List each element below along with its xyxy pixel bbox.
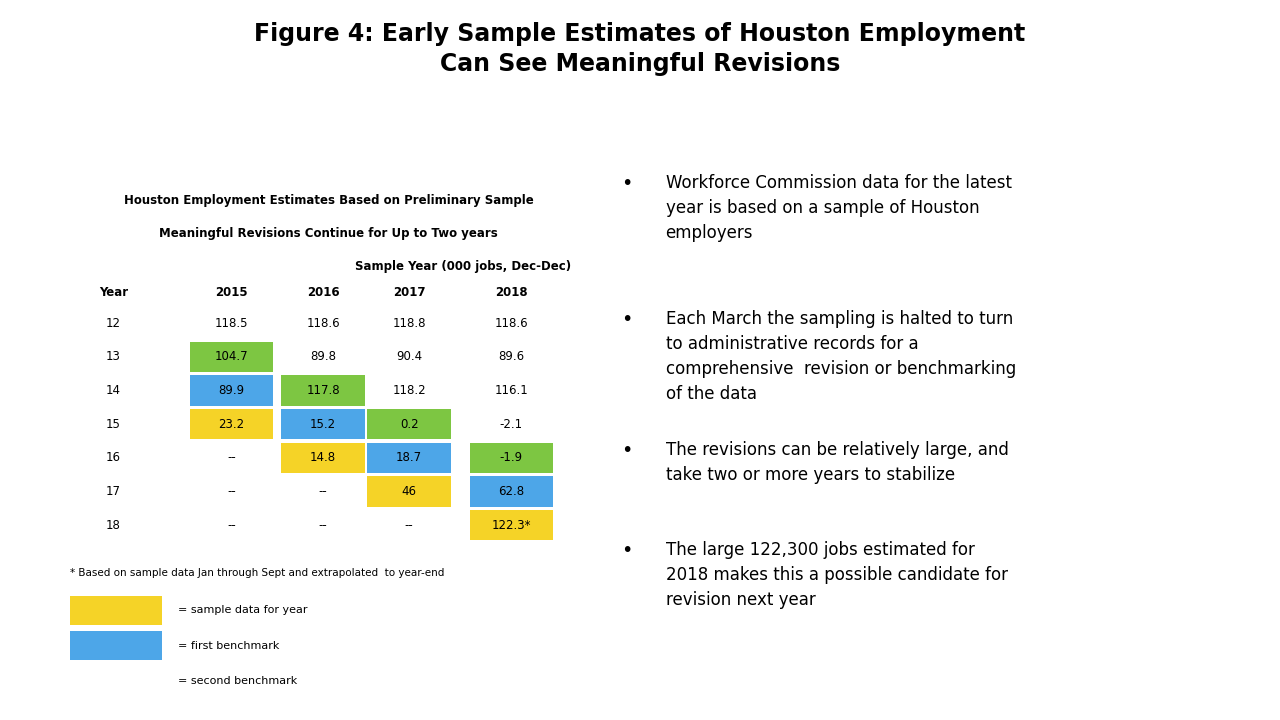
- FancyBboxPatch shape: [189, 375, 274, 405]
- Text: Figure 4: Early Sample Estimates of Houston Employment
Can See Meaningful Revisi: Figure 4: Early Sample Estimates of Hous…: [255, 22, 1025, 76]
- Text: 104.7: 104.7: [215, 351, 248, 364]
- Text: 122.3*: 122.3*: [492, 519, 531, 532]
- Text: 17: 17: [106, 485, 120, 498]
- Text: 15.2: 15.2: [310, 418, 337, 431]
- Text: Workforce Commission data for the latest
year is based on a sample of Houston
em: Workforce Commission data for the latest…: [666, 174, 1011, 241]
- FancyBboxPatch shape: [367, 409, 451, 439]
- Text: 14.8: 14.8: [310, 451, 337, 464]
- Text: 118.6: 118.6: [494, 317, 529, 330]
- Text: •: •: [621, 541, 632, 560]
- FancyBboxPatch shape: [70, 596, 161, 625]
- Text: --: --: [228, 485, 236, 498]
- Text: 46: 46: [402, 485, 416, 498]
- FancyBboxPatch shape: [470, 510, 553, 541]
- Text: 118.6: 118.6: [306, 317, 340, 330]
- FancyBboxPatch shape: [282, 443, 365, 473]
- Text: The revisions can be relatively large, and
take two or more years to stabilize: The revisions can be relatively large, a…: [666, 441, 1009, 484]
- Text: 16: 16: [106, 451, 120, 464]
- Text: 89.6: 89.6: [498, 351, 525, 364]
- Text: --: --: [319, 485, 328, 498]
- Text: = second benchmark: = second benchmark: [178, 675, 297, 685]
- Text: 12: 12: [106, 317, 120, 330]
- Text: 2015: 2015: [215, 286, 248, 300]
- Text: 90.4: 90.4: [396, 351, 422, 364]
- Text: •: •: [621, 174, 632, 192]
- Text: 23.2: 23.2: [219, 418, 244, 431]
- Text: * Based on sample data Jan through Sept and extrapolated  to year-end: * Based on sample data Jan through Sept …: [70, 568, 444, 578]
- Text: 116.1: 116.1: [494, 384, 529, 397]
- Text: --: --: [404, 519, 413, 532]
- Text: -2.1: -2.1: [499, 418, 522, 431]
- Text: 117.8: 117.8: [306, 384, 340, 397]
- FancyBboxPatch shape: [470, 477, 553, 507]
- Text: 118.8: 118.8: [393, 317, 426, 330]
- FancyBboxPatch shape: [70, 666, 161, 696]
- Text: 2018: 2018: [495, 286, 527, 300]
- Text: Each March the sampling is halted to turn
to administrative records for a
compre: Each March the sampling is halted to tur…: [666, 310, 1016, 402]
- Text: 14: 14: [106, 384, 120, 397]
- FancyBboxPatch shape: [189, 341, 274, 372]
- FancyBboxPatch shape: [282, 409, 365, 439]
- Text: Year: Year: [99, 286, 128, 300]
- Text: The large 122,300 jobs estimated for
2018 makes this a possible candidate for
re: The large 122,300 jobs estimated for 201…: [666, 541, 1007, 609]
- FancyBboxPatch shape: [282, 375, 365, 405]
- Text: --: --: [319, 519, 328, 532]
- Text: Sample Year (000 jobs, Dec-Dec): Sample Year (000 jobs, Dec-Dec): [355, 260, 571, 273]
- Text: 18.7: 18.7: [396, 451, 422, 464]
- Text: Meaningful Revisions Continue for Up to Two years: Meaningful Revisions Continue for Up to …: [159, 227, 498, 240]
- Text: --: --: [228, 451, 236, 464]
- FancyBboxPatch shape: [189, 409, 274, 439]
- FancyBboxPatch shape: [367, 477, 451, 507]
- Text: = first benchmark: = first benchmark: [178, 641, 279, 651]
- Text: = sample data for year: = sample data for year: [178, 606, 307, 616]
- Text: --: --: [228, 519, 236, 532]
- Text: 118.2: 118.2: [392, 384, 426, 397]
- Text: •: •: [621, 310, 632, 328]
- Text: 0.2: 0.2: [399, 418, 419, 431]
- Text: -1.9: -1.9: [499, 451, 522, 464]
- Text: 2017: 2017: [393, 286, 425, 300]
- Text: 15: 15: [106, 418, 120, 431]
- Text: 62.8: 62.8: [498, 485, 525, 498]
- Text: 18: 18: [106, 519, 120, 532]
- Text: 2016: 2016: [307, 286, 339, 300]
- Text: 89.9: 89.9: [219, 384, 244, 397]
- Text: 13: 13: [106, 351, 120, 364]
- Text: •: •: [621, 441, 632, 459]
- FancyBboxPatch shape: [70, 631, 161, 660]
- FancyBboxPatch shape: [470, 443, 553, 473]
- Text: 118.5: 118.5: [215, 317, 248, 330]
- FancyBboxPatch shape: [367, 443, 451, 473]
- Text: 89.8: 89.8: [310, 351, 337, 364]
- Text: Houston Employment Estimates Based on Preliminary Sample: Houston Employment Estimates Based on Pr…: [124, 194, 534, 207]
